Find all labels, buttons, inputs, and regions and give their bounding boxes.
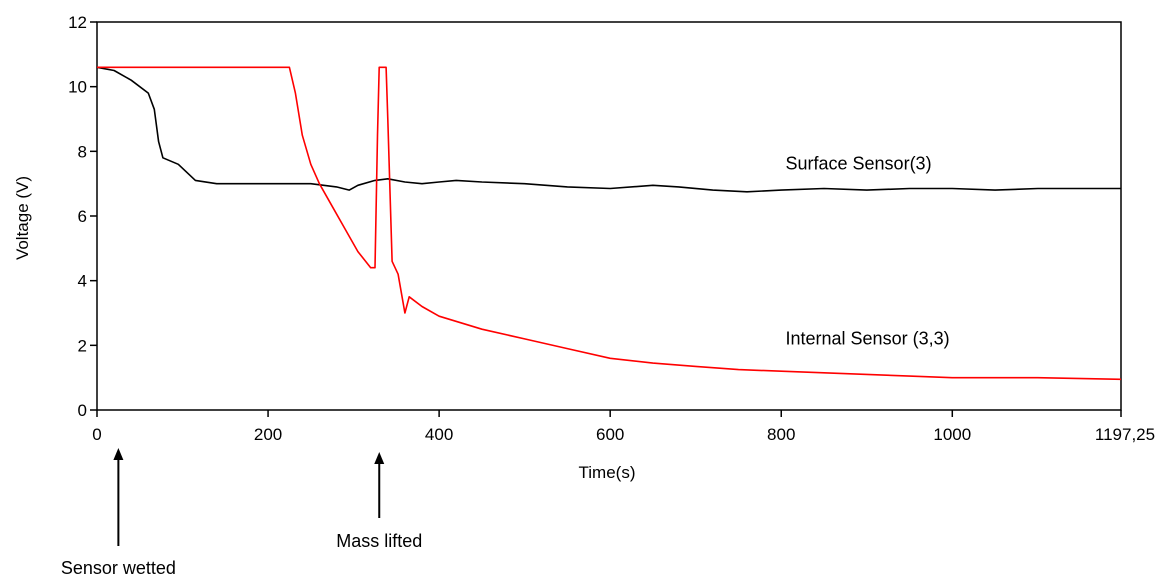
x-tick-label: 1197,25 bbox=[1095, 425, 1155, 444]
series-labels: Surface Sensor(3) Internal Sensor (3,3) bbox=[786, 154, 950, 349]
y-axis-title: Voltage (V) bbox=[13, 176, 32, 260]
y-tick-label: 6 bbox=[78, 207, 87, 226]
y-tick-label: 4 bbox=[78, 272, 87, 291]
x-tick-label: 400 bbox=[425, 425, 453, 444]
x-axis-title-text: Time(s) bbox=[579, 463, 636, 482]
surface-sensor-line bbox=[96, 66, 1121, 193]
plot-frame bbox=[96, 21, 1122, 411]
internal-sensor-label: Internal Sensor (3,3) bbox=[786, 328, 950, 348]
x-axis-title: Time(s) bbox=[579, 463, 636, 482]
y-axis: 0 2 4 6 8 10 12 bbox=[68, 13, 97, 420]
surface-sensor-label: Surface Sensor(3) bbox=[786, 154, 932, 174]
x-tick-label: 600 bbox=[596, 425, 624, 444]
mass-lifted-arrow-head bbox=[374, 452, 385, 464]
sensor-wetted-arrow-head bbox=[113, 448, 124, 460]
x-tick-label: 0 bbox=[92, 425, 101, 444]
y-tick-label: 8 bbox=[78, 142, 87, 161]
mass-lifted-label: Mass lifted bbox=[336, 531, 422, 551]
y-tick-label: 10 bbox=[68, 78, 87, 97]
x-tick-label: 1000 bbox=[933, 425, 971, 444]
y-tick-label: 12 bbox=[68, 13, 87, 32]
internal-sensor-line bbox=[97, 66, 1122, 381]
y-tick-label: 2 bbox=[78, 336, 87, 355]
series-layer bbox=[96, 66, 1122, 381]
annotations: Sensor wetted Mass lifted bbox=[61, 448, 422, 578]
sensor-wetted-label: Sensor wetted bbox=[61, 558, 176, 578]
x-tick-label: 800 bbox=[767, 425, 795, 444]
y-axis-title-text: Voltage (V) bbox=[13, 176, 32, 260]
y-tick-label: 0 bbox=[78, 401, 87, 420]
x-tick-label: 200 bbox=[254, 425, 282, 444]
x-axis: 0 200 400 600 800 1000 1197,25 bbox=[92, 410, 1155, 444]
